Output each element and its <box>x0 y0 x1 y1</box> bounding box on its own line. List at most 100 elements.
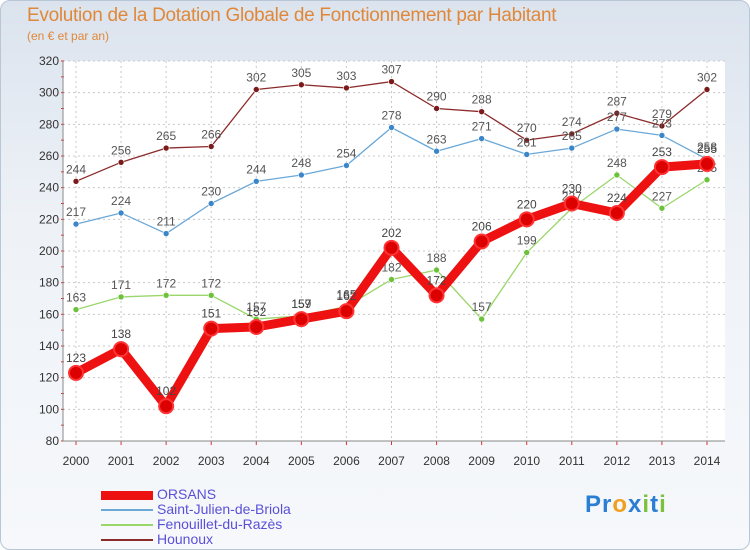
data-label: 256 <box>111 143 131 157</box>
legend-label: Saint-Julien-de-Briola <box>157 501 291 517</box>
x-tick-label: 2011 <box>559 454 585 468</box>
data-point <box>207 292 215 299</box>
data-label: 265 <box>156 129 176 143</box>
y-tick-label: 120 <box>39 371 59 385</box>
y-tick-label: 260 <box>39 149 59 163</box>
data-point <box>158 398 175 415</box>
data-point <box>248 319 265 335</box>
y-tick-label: 280 <box>39 117 59 131</box>
data-label: 211 <box>157 215 176 229</box>
data-label: 261 <box>517 135 537 149</box>
y-tick-label: 300 <box>39 86 59 100</box>
legend-swatch <box>101 491 153 500</box>
data-label: 263 <box>427 132 447 146</box>
data-point <box>207 200 215 207</box>
data-label: 254 <box>336 147 356 161</box>
data-point <box>613 125 621 133</box>
data-label: 302 <box>697 71 717 85</box>
x-tick-label: 2012 <box>604 454 631 468</box>
data-point <box>613 171 621 179</box>
data-point <box>518 211 535 228</box>
y-tick-label: 100 <box>39 402 59 416</box>
data-label: 290 <box>427 90 447 104</box>
data-point <box>388 124 395 131</box>
data-label: 273 <box>652 116 672 130</box>
data-point <box>207 143 215 150</box>
data-point <box>563 195 580 212</box>
logo-letter: P <box>585 491 603 518</box>
chart-subtitle: (en € et par an) <box>27 29 110 43</box>
logo-letter: x <box>628 491 643 518</box>
data-point <box>343 162 350 169</box>
y-tick-label: 80 <box>46 434 60 448</box>
x-tick-label: 2005 <box>288 454 315 468</box>
data-label: 271 <box>472 120 492 134</box>
data-label: 277 <box>607 110 627 124</box>
x-tick-label: 2006 <box>333 454 360 468</box>
legend-swatch <box>101 509 153 511</box>
y-tick-label: 220 <box>39 212 59 226</box>
data-point <box>388 276 395 283</box>
data-point <box>433 147 440 155</box>
data-label: 307 <box>381 63 401 77</box>
data-label: 102 <box>156 384 176 398</box>
data-point <box>388 78 395 85</box>
data-label: 288 <box>472 93 492 107</box>
data-point <box>703 86 711 93</box>
data-point <box>298 171 305 179</box>
data-point <box>568 144 576 152</box>
data-point <box>72 220 80 228</box>
data-point <box>252 178 260 185</box>
data-label: 248 <box>607 156 627 170</box>
data-label: 123 <box>66 351 86 365</box>
data-point <box>298 81 305 89</box>
data-point <box>658 122 666 130</box>
data-label: 265 <box>562 129 582 143</box>
y-tick-label: 180 <box>39 276 59 290</box>
data-point <box>568 130 576 138</box>
data-label: 162 <box>336 289 356 303</box>
data-label: 159 <box>291 297 311 311</box>
data-label: 287 <box>607 94 627 108</box>
data-label: 157 <box>291 297 311 311</box>
logo-letter: r <box>602 491 613 518</box>
data-point <box>613 109 621 117</box>
data-point <box>523 136 531 144</box>
y-tick-label: 200 <box>39 244 59 258</box>
y-tick-label: 160 <box>39 307 59 321</box>
data-label: 270 <box>517 121 537 135</box>
data-point <box>293 311 310 328</box>
data-label: 224 <box>607 191 627 205</box>
data-label: 255 <box>697 142 717 156</box>
data-label: 172 <box>156 276 176 290</box>
data-point <box>658 204 666 212</box>
data-label: 217 <box>66 205 86 219</box>
data-point <box>478 315 485 323</box>
data-point <box>428 287 445 304</box>
data-label: 274 <box>562 115 582 129</box>
data-label: 171 <box>111 278 131 292</box>
data-point <box>478 108 485 115</box>
data-label: 305 <box>291 66 311 80</box>
data-point <box>203 320 220 337</box>
data-label: 188 <box>427 251 447 265</box>
data-point <box>653 159 670 176</box>
data-point <box>72 306 80 313</box>
data-point <box>162 144 170 152</box>
logo-letter: i <box>659 491 667 518</box>
data-label: 157 <box>472 300 492 314</box>
data-label: 199 <box>517 234 537 248</box>
data-point <box>473 233 490 250</box>
legend-label: ORSANS <box>157 486 217 502</box>
data-point <box>478 135 485 142</box>
data-label: 138 <box>111 327 131 341</box>
legend-swatch <box>101 524 153 526</box>
data-label: 244 <box>66 162 86 176</box>
data-label: 279 <box>652 107 672 121</box>
data-point <box>703 176 711 184</box>
data-point <box>343 84 350 92</box>
data-label: 278 <box>381 109 401 123</box>
data-label: 258 <box>697 140 717 154</box>
x-tick-label: 2003 <box>198 454 225 468</box>
data-point <box>162 230 170 237</box>
